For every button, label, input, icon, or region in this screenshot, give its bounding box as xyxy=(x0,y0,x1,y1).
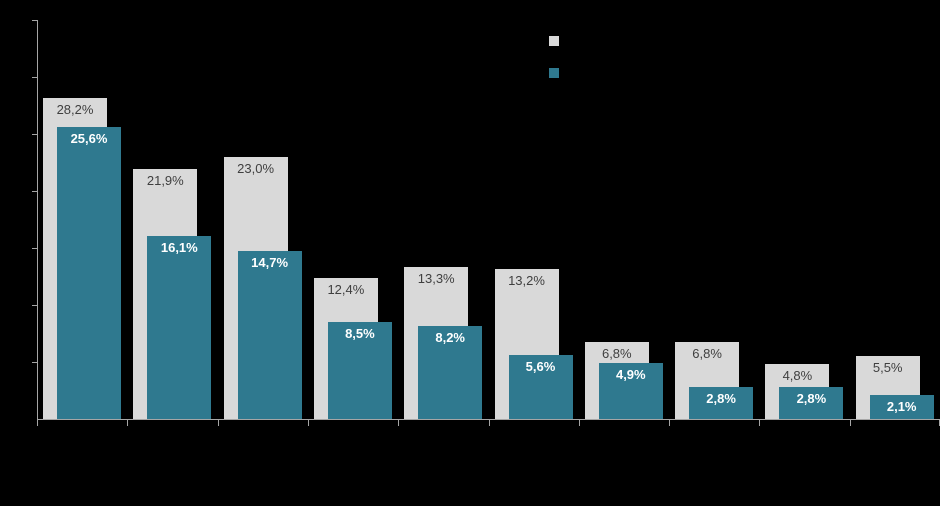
teal-bar-label: 4,9% xyxy=(615,367,646,383)
gray-bar-label: 4,8% xyxy=(782,368,813,384)
gray-bar-label: 23,0% xyxy=(237,160,275,176)
legend-swatch-gray-bar xyxy=(549,36,559,46)
teal-bar xyxy=(779,387,844,419)
x-axis xyxy=(37,419,940,420)
y-axis-tick xyxy=(32,248,37,249)
gray-bar-label: 6,8% xyxy=(601,345,632,361)
teal-bar-label: 8,5% xyxy=(345,326,375,342)
gray-bar-label: 12,4% xyxy=(327,281,365,297)
gray-bar-label: 6,8% xyxy=(692,345,722,361)
teal-bar xyxy=(869,395,934,419)
y-axis xyxy=(37,20,38,419)
teal-bar xyxy=(598,363,663,419)
y-axis-tick xyxy=(32,20,37,21)
teal-bar-label: 2,8% xyxy=(796,391,827,407)
x-axis-tick xyxy=(489,420,490,426)
teal-bar xyxy=(57,127,121,419)
x-axis-tick xyxy=(308,420,309,426)
teal-bar xyxy=(147,235,212,419)
teal-bar-label: 2,1% xyxy=(886,399,917,415)
gray-bar-label: 13,3% xyxy=(417,271,455,287)
teal-bar-label: 5,6% xyxy=(525,359,556,375)
teal-bar xyxy=(327,322,392,419)
teal-bar xyxy=(418,325,483,419)
gray-bar-label: 21,9% xyxy=(146,173,184,189)
y-axis-tick xyxy=(32,191,37,192)
teal-bar-label: 25,6% xyxy=(70,131,108,147)
teal-bar xyxy=(237,251,302,419)
teal-bar xyxy=(689,387,754,419)
y-axis-tick xyxy=(32,305,37,306)
teal-bar-label: 16,1% xyxy=(160,239,198,255)
legend-swatch-teal-bar xyxy=(549,68,559,78)
teal-bar-label: 2,8% xyxy=(706,391,736,407)
teal-bar-label: 8,2% xyxy=(435,329,465,345)
y-axis-tick xyxy=(32,362,37,363)
x-axis-tick xyxy=(579,420,580,426)
x-axis-tick xyxy=(127,420,128,426)
x-axis-tick xyxy=(850,420,851,426)
teal-bar xyxy=(508,355,573,419)
gray-bar-label: 5,5% xyxy=(872,360,903,376)
gray-bar-label: 28,2% xyxy=(56,101,94,117)
x-axis-tick xyxy=(759,420,760,426)
y-axis-tick xyxy=(32,77,37,78)
x-axis-tick xyxy=(37,420,38,426)
x-axis-tick xyxy=(398,420,399,426)
x-axis-tick xyxy=(669,420,670,426)
x-axis-tick xyxy=(218,420,219,426)
gray-bar-label: 13,2% xyxy=(508,272,545,288)
y-axis-tick xyxy=(32,134,37,135)
teal-bar-label: 14,7% xyxy=(251,255,289,271)
